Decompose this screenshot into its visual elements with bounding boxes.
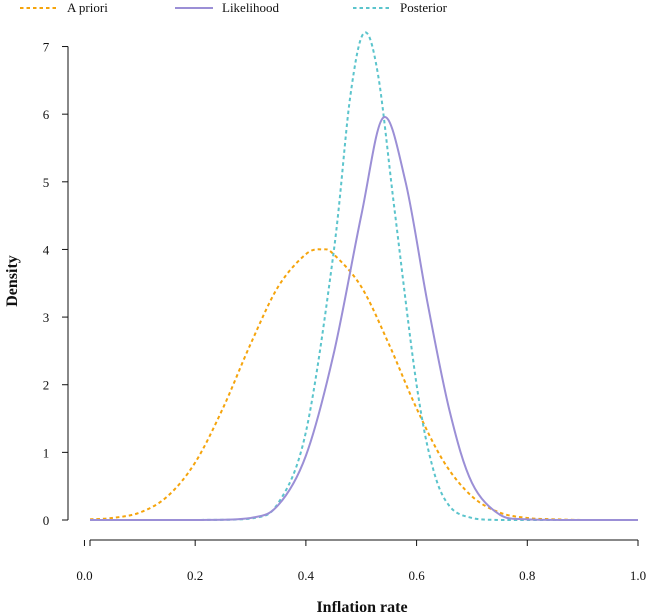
x-tick-label: 0.2	[187, 568, 203, 583]
y-tick-label: 7	[43, 40, 50, 55]
y-tick-label: 5	[43, 175, 50, 190]
x-axis: 0.0 0.2 0.4 0.6 0.8 1.0	[76, 539, 646, 583]
legend-label: Likelihood	[222, 0, 280, 15]
legend-label: Posterior	[400, 0, 448, 15]
x-tick-label: 0.8	[519, 568, 535, 583]
y-tick-label: 1	[43, 445, 50, 460]
x-tick-label: 0.6	[408, 568, 425, 583]
series-line-posterior	[90, 31, 638, 521]
legend: A priori Likelihood Posterior	[20, 0, 448, 15]
x-axis-title: Inflation rate	[316, 599, 407, 616]
y-tick-label: 4	[43, 242, 50, 257]
x-tick-label: 0.0	[76, 568, 92, 583]
series-line-a-priori	[89, 248, 638, 521]
y-axis: 0 1 2 3 4 5 6 7	[43, 40, 69, 528]
y-tick-label: 3	[43, 310, 50, 325]
legend-label: A priori	[67, 0, 108, 15]
x-tick-label: 0.4	[298, 568, 315, 583]
series-line-likelihood	[90, 116, 638, 521]
y-tick-label: 2	[43, 378, 50, 393]
series-layer	[89, 31, 638, 521]
x-tick-label: 1.0	[630, 568, 646, 583]
y-axis-title: Density	[4, 255, 21, 307]
y-tick-label: 6	[43, 107, 50, 122]
y-tick-label: 0	[43, 513, 50, 528]
